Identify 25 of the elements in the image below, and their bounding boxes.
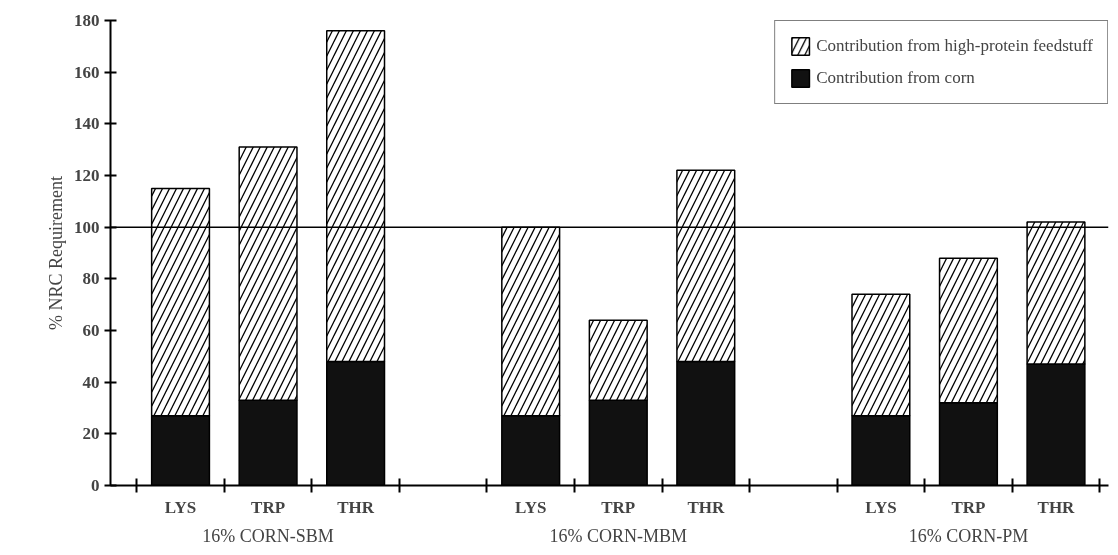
x-tick-label: LYS — [865, 497, 897, 517]
y-tick-label: 100 — [74, 217, 100, 237]
y-tick-label: 140 — [74, 114, 100, 134]
x-tick-label: THR — [687, 497, 725, 517]
x-tick-label: LYS — [164, 497, 197, 517]
y-tick-label: 0 — [91, 476, 100, 495]
y-tick-label: 40 — [82, 372, 100, 392]
y-tick-label: 120 — [74, 166, 100, 185]
x-tick-label: TRP — [251, 497, 286, 517]
legend-label: Contribution from high-protein feedstuff — [816, 36, 1093, 56]
text: 16% CORN-PM — [908, 525, 1029, 546]
x-tick-label: TRP — [601, 497, 636, 517]
y-tick-label: 60 — [82, 321, 100, 340]
y-tick-label: 180 — [74, 11, 100, 30]
y-tick-label: 160 — [74, 62, 100, 82]
y-tick-label: 20 — [82, 424, 100, 444]
x-tick-label: THR — [337, 497, 375, 517]
text: 16% CORN-MBM — [549, 525, 688, 546]
y-axis-title: % NRC Requirement — [46, 176, 66, 330]
y-tick-label: 80 — [82, 269, 100, 289]
text: 16% CORN-SBM — [202, 525, 334, 546]
x-tick-label: THR — [1037, 497, 1076, 517]
legend-label: Contribution from corn — [816, 68, 975, 88]
x-tick-label: LYS — [514, 497, 547, 517]
x-tick-label: TRP — [951, 497, 986, 517]
